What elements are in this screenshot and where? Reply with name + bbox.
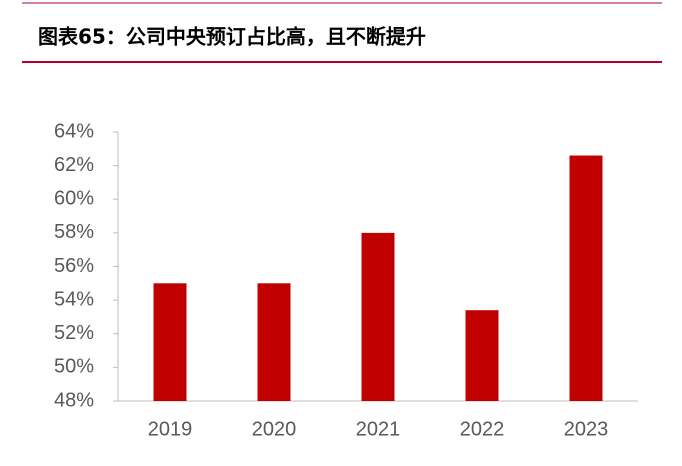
x-tick-label: 2019: [148, 418, 193, 440]
bar: [361, 232, 395, 401]
x-tick-label: 2020: [252, 418, 297, 440]
bar: [153, 283, 187, 401]
bar: [465, 310, 499, 401]
y-tick-label: 60%: [54, 188, 94, 210]
y-tick-label: 54%: [54, 288, 94, 310]
y-tick-label: 58%: [54, 221, 94, 243]
x-tick-label: 2023: [564, 418, 609, 440]
y-tick-label: 64%: [54, 120, 94, 142]
y-tick-label: 48%: [54, 389, 94, 411]
y-tick-label: 50%: [54, 356, 94, 378]
y-tick-label: 52%: [54, 322, 94, 344]
y-tick-label: 56%: [54, 255, 94, 277]
x-tick-label: 2021: [356, 418, 401, 440]
x-tick-label: 2022: [460, 418, 505, 440]
bar: [257, 283, 291, 401]
bar: [569, 155, 603, 401]
chart-title: 图表65：公司中央预订占比高，且不断提升: [38, 25, 426, 49]
y-tick-label: 62%: [54, 154, 94, 176]
